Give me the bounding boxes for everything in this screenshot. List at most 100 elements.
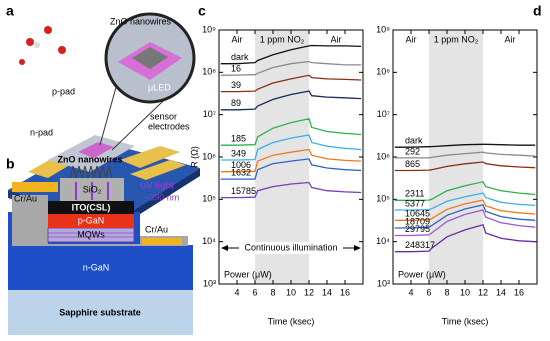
molecule: [19, 59, 25, 65]
electrode: [120, 146, 180, 168]
x-tick-label: 6: [426, 287, 431, 297]
x-tick-label: 16: [340, 287, 350, 297]
x-tick-label: 12: [304, 287, 314, 297]
y-tick-label: 10⁷: [203, 109, 216, 119]
p-pad-label: p-pad: [52, 86, 75, 96]
region-label: Air: [406, 34, 417, 44]
series-label: 16: [231, 64, 241, 74]
series-label: dark: [231, 52, 249, 62]
series-label: 2311: [405, 189, 424, 199]
y-tick-label: 10³: [203, 278, 216, 288]
series-line: [220, 60, 362, 76]
series-label: 248317: [405, 240, 435, 250]
series-line: [220, 90, 362, 111]
x-tick-label: 4: [234, 287, 239, 297]
x-tick-label: 10: [460, 287, 470, 297]
mqws-label: MQWs: [77, 229, 105, 239]
x-axis-title: Time (ksec): [442, 316, 489, 326]
b-title: ZnO nanowires: [57, 154, 122, 164]
arrow-head: [221, 245, 228, 251]
y-tick-label: 10⁹: [202, 24, 216, 34]
region-label: Air: [331, 34, 342, 44]
sensor-label: electrodes: [148, 121, 190, 131]
p-gan: [48, 214, 134, 228]
panel-label: a: [6, 3, 14, 19]
series-line: [394, 192, 536, 211]
series-label: 292: [405, 146, 420, 156]
series-label: 89: [231, 98, 241, 108]
nanowires: [69, 165, 113, 179]
zoom-line: [99, 79, 119, 146]
series-line: [220, 158, 362, 180]
n-pad-label: n-pad: [30, 127, 53, 137]
x-tick-label: 8: [270, 287, 275, 297]
x-tick-label: 8: [444, 287, 449, 297]
series-label: 29795: [405, 224, 430, 234]
series-line: [220, 134, 362, 161]
plot-frame: [218, 29, 364, 285]
legend-title: Power (μW): [398, 269, 446, 279]
uv-label: UV light: [140, 180, 174, 190]
ito: [48, 201, 134, 214]
y-tick-label: 10⁷: [377, 109, 390, 119]
y-tick-label: 10⁵: [376, 194, 390, 204]
legend-title: Power (μW): [224, 269, 272, 279]
region-label: 1 ppm NO₂: [260, 34, 305, 44]
y-tick-label: 10⁶: [202, 151, 216, 161]
series-label: dark: [405, 136, 423, 146]
y-tick-label: 10⁸: [376, 67, 390, 77]
series-line: [394, 143, 536, 148]
series-line: [394, 151, 536, 159]
ito-label: ITO(CSL): [72, 202, 111, 212]
series-label: 5377: [405, 198, 425, 208]
wavelength-label: ~390 nm: [144, 192, 179, 202]
x-axis-title: Time (ksec): [268, 316, 315, 326]
sapphire: [8, 290, 193, 335]
x-tick-label: 14: [496, 287, 506, 297]
electrode: [130, 160, 186, 180]
y-tick-label: 10³: [377, 278, 390, 288]
contact: [142, 238, 182, 245]
panel-label: b: [6, 156, 15, 172]
series-label: 865: [405, 159, 420, 169]
series-label: 185: [231, 134, 246, 144]
molecule: [26, 38, 34, 46]
contact-label: Cr/Au: [14, 193, 37, 203]
gas-region: [255, 30, 309, 284]
n-gan-label: n-GaN: [83, 262, 110, 272]
cross-section: ZnO nanowires Cr/Au SiO₂ UV light ~390 n…: [8, 154, 193, 335]
y-axis-title: R (Ω): [189, 146, 199, 168]
series-line: [394, 181, 536, 201]
x-tick-label: 6: [252, 287, 257, 297]
series-line: [220, 181, 362, 199]
x-tick-label: 14: [322, 287, 332, 297]
x-tick-label: 4: [408, 287, 413, 297]
led-label: μLED: [148, 82, 171, 92]
series-label: 15785: [231, 186, 256, 196]
annotation-bg: [239, 242, 343, 254]
molecule: [58, 46, 66, 54]
plot-frame: [392, 29, 538, 285]
series-line: [394, 204, 536, 229]
series-line: [394, 199, 536, 221]
series-line: [220, 118, 362, 146]
contact: [12, 182, 58, 192]
molecule: [44, 26, 52, 34]
led: [78, 142, 114, 158]
x-tick-label: 12: [478, 287, 488, 297]
oxide-label: SiO₂: [83, 184, 102, 194]
charts: 10³ 10⁴ 10⁵ 10⁶ 10⁷ 10⁸ 10⁹ 4 6 8 10 12 14 16 Air 1 ppm…: [189, 24, 538, 326]
arrow-head: [354, 245, 361, 251]
substrate-label: Sapphire substrate: [59, 307, 141, 317]
series-line: [394, 209, 536, 237]
y-tick-label: 10⁸: [202, 67, 216, 77]
x-tick-label: 10: [286, 287, 296, 297]
region-label: Air: [505, 34, 516, 44]
sensor-label: sensor: [150, 111, 177, 121]
contact-label: Cr/Au: [145, 224, 168, 234]
x-tick-label: 16: [514, 287, 524, 297]
y-tick-label: 10⁴: [376, 236, 390, 246]
y-tick-label: 10⁵: [202, 194, 216, 204]
series-line: [220, 74, 362, 93]
